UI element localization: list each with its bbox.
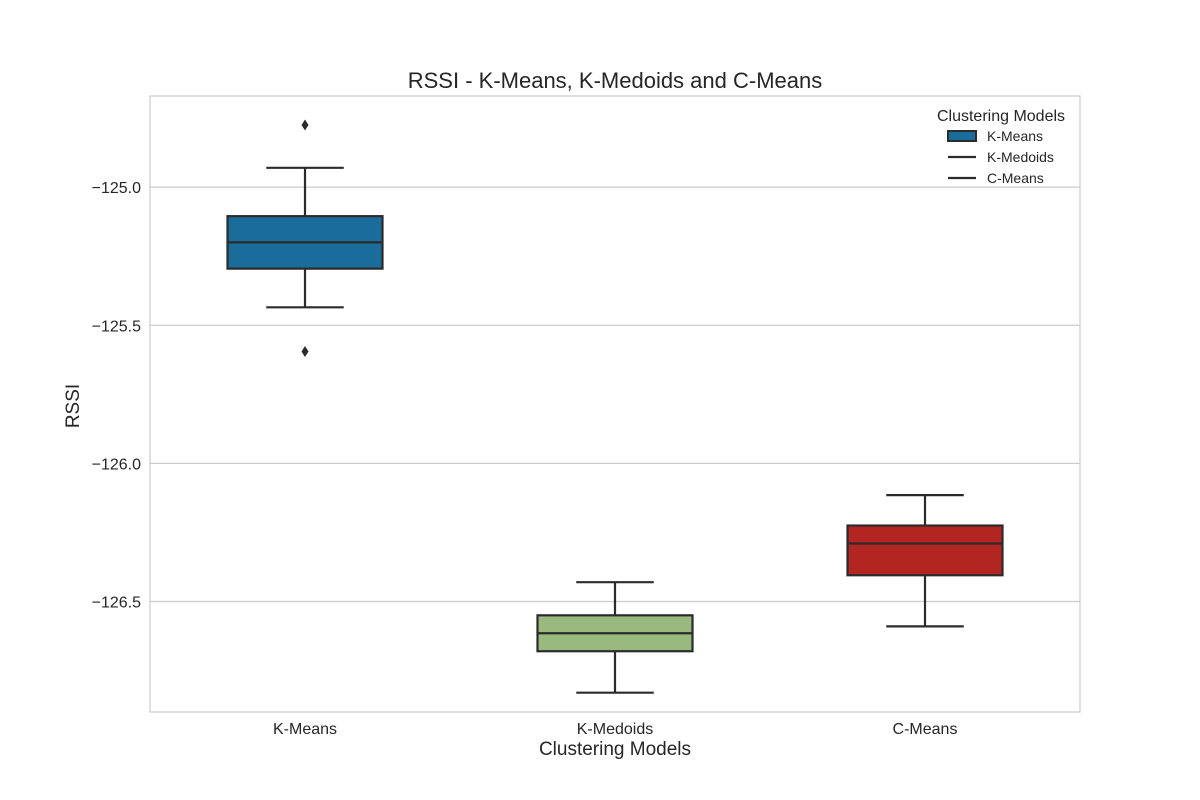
legend: Clustering Models K-Means K-Medoids C-Mean… — [937, 108, 1065, 186]
y-tick-label: −125.0 — [92, 180, 141, 197]
box-k-medoids — [536, 581, 694, 694]
x-tick-label: C-Means — [893, 721, 958, 738]
x-tick-label: K-Medoids — [577, 721, 653, 738]
plot-area-frame — [149, 95, 1081, 713]
y-tick-label: −126.0 — [92, 456, 141, 473]
legend-label: C-Means — [987, 170, 1044, 186]
legend-title: Clustering Models — [937, 108, 1065, 125]
legend-entries: K-Means K-Medoids C-Means — [947, 128, 1054, 186]
box-c-means — [846, 494, 1004, 628]
outlier-point — [301, 346, 309, 358]
chart-title: RSSI - K-Means, K-Medoids and C-Means — [408, 68, 823, 93]
y-tick-label: −125.5 — [92, 318, 141, 335]
box-k-means — [226, 119, 384, 358]
outlier-point — [301, 119, 309, 131]
x-axis-title: Clustering Models — [539, 739, 691, 760]
y-tick-label: −126.5 — [92, 595, 141, 612]
x-tick-labels: K-Means K-Medoids C-Means — [273, 721, 957, 738]
legend-label: K-Medoids — [987, 149, 1054, 165]
legend-swatch — [947, 130, 977, 142]
x-tick-label: K-Means — [273, 721, 337, 738]
y-tick-labels: −125.0 −125.5 −126.0 −126.5 — [92, 180, 141, 611]
box-iqr — [846, 524, 1004, 577]
legend-label: K-Means — [987, 128, 1043, 144]
y-axis-title: RSSI — [63, 384, 84, 428]
boxes — [226, 119, 1004, 694]
